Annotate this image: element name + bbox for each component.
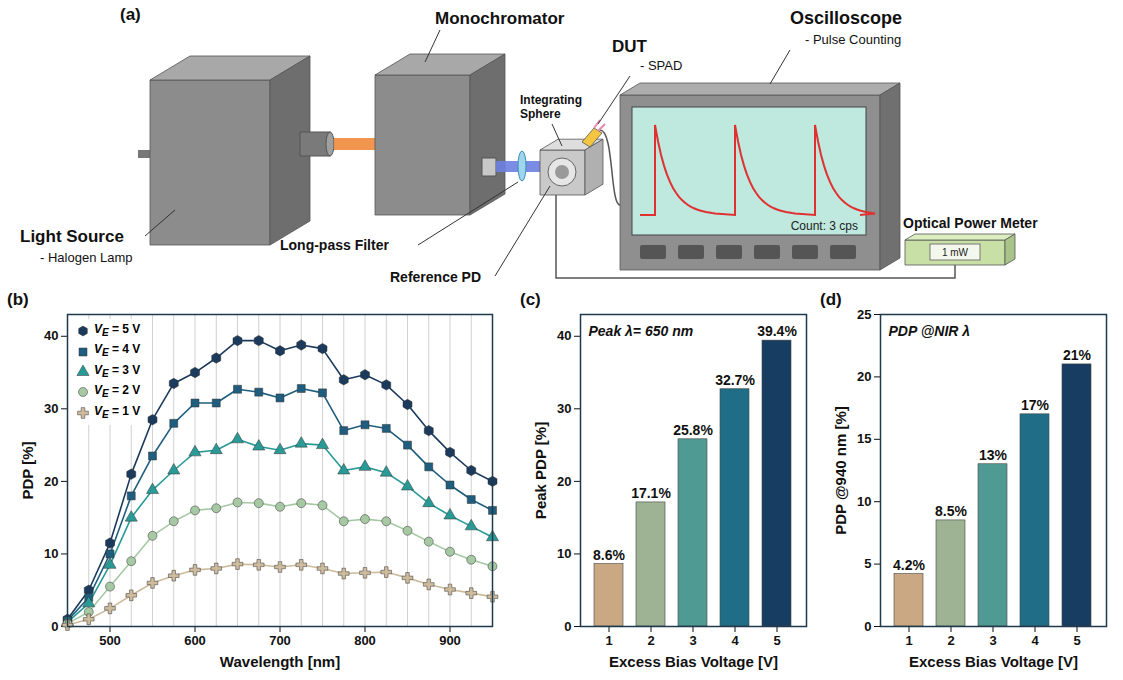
svg-text:1: 1: [605, 633, 612, 648]
svg-text:0: 0: [51, 619, 58, 634]
html-text:(b): (b): [7, 290, 29, 309]
svg-text:Sphere: Sphere: [520, 107, 561, 121]
svg-text:600: 600: [184, 633, 206, 648]
html-text:VE= 5 V: VE= 5 V: [94, 322, 141, 339]
svg-text:0: 0: [864, 619, 871, 634]
svg-text:4: 4: [731, 633, 739, 648]
html-text:(d): (d): [820, 290, 842, 309]
svg-text:13%: 13%: [979, 447, 1008, 463]
svg-text:8.5%: 8.5%: [935, 503, 967, 519]
svg-text:15: 15: [857, 431, 871, 446]
svg-text:10: 10: [44, 546, 58, 561]
svg-text:5: 5: [1073, 633, 1080, 648]
svg-text:2: 2: [947, 633, 954, 648]
svg-text:900: 900: [439, 633, 461, 648]
svg-text:- Halogen Lamp: - Halogen Lamp: [40, 250, 133, 265]
svg-text:Excess Bias Voltage [V]: Excess Bias Voltage [V]: [609, 653, 778, 670]
svg-text:Optical Power Meter: Optical Power Meter: [903, 215, 1038, 231]
svg-text:Oscilloscope: Oscilloscope: [790, 8, 902, 28]
svg-text:1: 1: [905, 633, 912, 648]
svg-text:3: 3: [989, 633, 996, 648]
svg-text:Excess Bias Voltage [V]: Excess Bias Voltage [V]: [909, 653, 1078, 670]
html-text:VE= 3 V: VE= 3 V: [94, 362, 141, 380]
svg-text:32.7%: 32.7%: [715, 372, 755, 388]
svg-text:Long-pass Filter: Long-pass Filter: [280, 237, 389, 253]
svg-text:DUT: DUT: [612, 37, 648, 56]
svg-text:(a): (a): [120, 5, 141, 24]
svg-text:30: 30: [44, 401, 58, 416]
svg-text:8.6%: 8.6%: [593, 547, 625, 563]
svg-text:25.8%: 25.8%: [673, 422, 713, 438]
svg-text:17%: 17%: [1021, 397, 1050, 413]
svg-text:1 mW: 1 mW: [942, 247, 969, 258]
svg-text:40: 40: [557, 328, 571, 343]
svg-text:Wavelength [nm]: Wavelength [nm]: [220, 653, 340, 670]
svg-text:20: 20: [857, 369, 871, 384]
svg-text:Integrating: Integrating: [520, 93, 582, 107]
svg-text:- Pulse Counting: - Pulse Counting: [805, 32, 901, 47]
svg-text:39.4%: 39.4%: [757, 323, 797, 339]
svg-text:17.1%: 17.1%: [631, 485, 671, 501]
svg-text:- SPAD: - SPAD: [640, 58, 682, 73]
svg-text:40: 40: [44, 328, 58, 343]
svg-text:4: 4: [1031, 633, 1039, 648]
svg-text:Monochromator: Monochromator: [435, 9, 565, 28]
svg-text:10: 10: [557, 546, 571, 561]
svg-text:500: 500: [99, 633, 121, 648]
svg-text:800: 800: [354, 633, 376, 648]
svg-text:Count: 3 cps: Count: 3 cps: [791, 219, 858, 233]
svg-text:PDP [%]: PDP [%]: [19, 441, 36, 499]
html-text:VE= 2 V: VE= 2 V: [94, 383, 141, 400]
svg-text:Reference PD: Reference PD: [390, 269, 481, 285]
svg-text:21%: 21%: [1063, 347, 1092, 363]
svg-text:2: 2: [647, 633, 654, 648]
svg-text:4.2%: 4.2%: [893, 557, 925, 573]
svg-text:700: 700: [269, 633, 291, 648]
svg-text:5: 5: [773, 633, 780, 648]
svg-text:25: 25: [857, 307, 871, 322]
svg-text:3: 3: [689, 633, 696, 648]
svg-text:5: 5: [864, 556, 871, 571]
svg-text:PDP @NIR λ: PDP @NIR λ: [889, 323, 971, 339]
svg-text:0: 0: [564, 619, 571, 634]
html-text:VE= 4 V: VE= 4 V: [94, 342, 141, 359]
html-text:(c): (c): [520, 290, 541, 309]
svg-text:PDP @940 nm [%]: PDP @940 nm [%]: [832, 406, 849, 535]
svg-text:Peak λ= 650 nm: Peak λ= 650 nm: [589, 323, 694, 339]
svg-text:20: 20: [557, 474, 571, 489]
svg-text:Light Source: Light Source: [20, 227, 124, 246]
svg-text:Peak PDP [%]: Peak PDP [%]: [532, 422, 549, 519]
svg-text:30: 30: [557, 401, 571, 416]
html-text:VE= 1 V: VE= 1 V: [94, 403, 141, 420]
svg-text:20: 20: [44, 474, 58, 489]
svg-text:10: 10: [857, 494, 871, 509]
